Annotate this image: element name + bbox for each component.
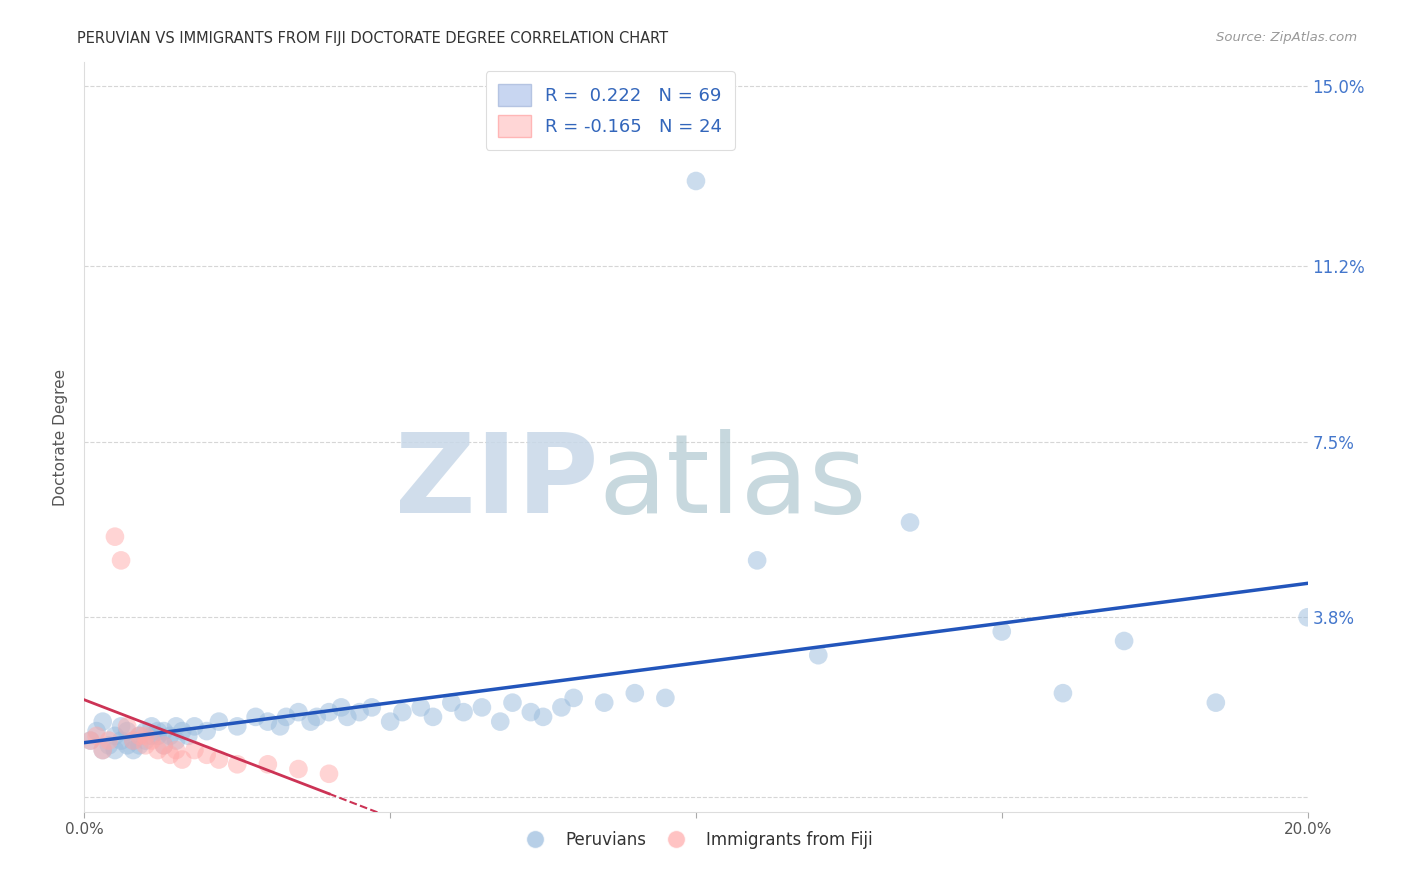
Point (257, 714, 280, 729)
Point (128, 729, 150, 743)
Point (172, 753, 194, 767)
Point (409, 700, 432, 714)
Point (135, 739, 157, 753)
Point (86, 724, 108, 739)
Point (104, 729, 127, 743)
Point (898, 516, 921, 530)
Point (330, 700, 353, 714)
Point (208, 753, 231, 767)
Point (422, 710, 444, 724)
Point (453, 705, 475, 719)
Point (245, 710, 267, 724)
Point (269, 719, 291, 733)
Point (531, 710, 554, 724)
Point (550, 700, 572, 714)
Point (1205, 696, 1227, 710)
Point (177, 729, 200, 743)
Point (110, 553, 132, 567)
Point (183, 743, 205, 757)
Point (276, 710, 298, 724)
Point (747, 553, 769, 567)
Point (208, 714, 231, 729)
Point (153, 739, 176, 753)
Point (91, 714, 114, 729)
Point (79, 733, 101, 747)
Point (391, 705, 413, 719)
Point (195, 747, 218, 762)
Point (305, 710, 328, 724)
Point (1114, 634, 1136, 648)
Point (349, 705, 371, 719)
Point (141, 719, 163, 733)
Point (991, 624, 1014, 639)
Point (299, 714, 322, 729)
Point (318, 705, 340, 719)
Point (257, 757, 280, 772)
Y-axis label: Doctorate Degree: Doctorate Degree (53, 368, 69, 506)
Point (110, 733, 132, 747)
Point (97, 733, 120, 747)
Point (91, 743, 114, 757)
Point (440, 696, 463, 710)
Point (146, 743, 169, 757)
Point (153, 724, 176, 739)
Point (502, 696, 524, 710)
Point (153, 739, 176, 753)
Point (115, 724, 138, 739)
Point (141, 733, 163, 747)
Text: ZIP: ZIP (395, 428, 598, 535)
Point (489, 714, 512, 729)
Point (79, 733, 101, 747)
Point (165, 719, 187, 733)
Point (226, 719, 249, 733)
Text: Source: ZipAtlas.com: Source: ZipAtlas.com (1216, 31, 1357, 45)
Point (318, 766, 340, 780)
Point (110, 719, 132, 733)
Point (135, 729, 157, 743)
Point (807, 648, 830, 663)
Point (624, 686, 647, 700)
Point (471, 700, 494, 714)
Point (104, 743, 127, 757)
Point (146, 729, 169, 743)
Point (195, 724, 218, 739)
Point (91, 743, 114, 757)
Point (159, 729, 181, 743)
Text: PERUVIAN VS IMMIGRANTS FROM FIJI DOCTORATE DEGREE CORRELATION CHART: PERUVIAN VS IMMIGRANTS FROM FIJI DOCTORA… (77, 31, 668, 46)
Point (165, 733, 187, 747)
Point (122, 733, 145, 747)
Point (141, 729, 163, 743)
Legend: Peruvians, Immigrants from Fiji: Peruvians, Immigrants from Fiji (512, 824, 880, 855)
Point (165, 743, 187, 757)
Point (122, 733, 145, 747)
Text: atlas: atlas (598, 428, 866, 535)
Point (287, 705, 309, 719)
Point (172, 724, 194, 739)
Point (593, 696, 616, 710)
Point (360, 700, 382, 714)
Point (86, 729, 108, 743)
Point (104, 530, 127, 544)
Point (380, 714, 402, 729)
Point (654, 690, 676, 705)
Point (146, 724, 169, 739)
Point (1052, 686, 1074, 700)
Point (135, 724, 157, 739)
Point (685, 174, 707, 188)
Point (1296, 610, 1319, 624)
Point (336, 710, 359, 724)
Point (287, 762, 309, 776)
Point (135, 733, 157, 747)
Point (115, 719, 138, 733)
Point (226, 757, 249, 772)
Point (183, 719, 205, 733)
Point (562, 690, 585, 705)
Point (128, 729, 150, 743)
Point (128, 739, 150, 753)
Point (159, 747, 181, 762)
Point (122, 743, 145, 757)
Point (97, 739, 120, 753)
Point (115, 739, 138, 753)
Point (520, 705, 543, 719)
